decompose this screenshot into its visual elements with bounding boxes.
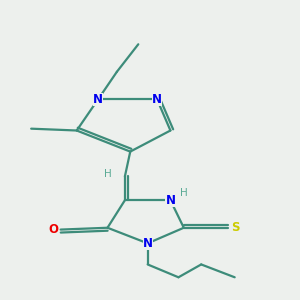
Text: N: N	[143, 237, 153, 250]
Text: S: S	[231, 221, 240, 234]
Text: N: N	[165, 194, 176, 207]
Text: O: O	[48, 223, 58, 236]
Text: N: N	[93, 93, 103, 106]
Text: H: H	[104, 169, 111, 179]
Text: N: N	[152, 93, 162, 106]
Text: H: H	[180, 188, 188, 198]
